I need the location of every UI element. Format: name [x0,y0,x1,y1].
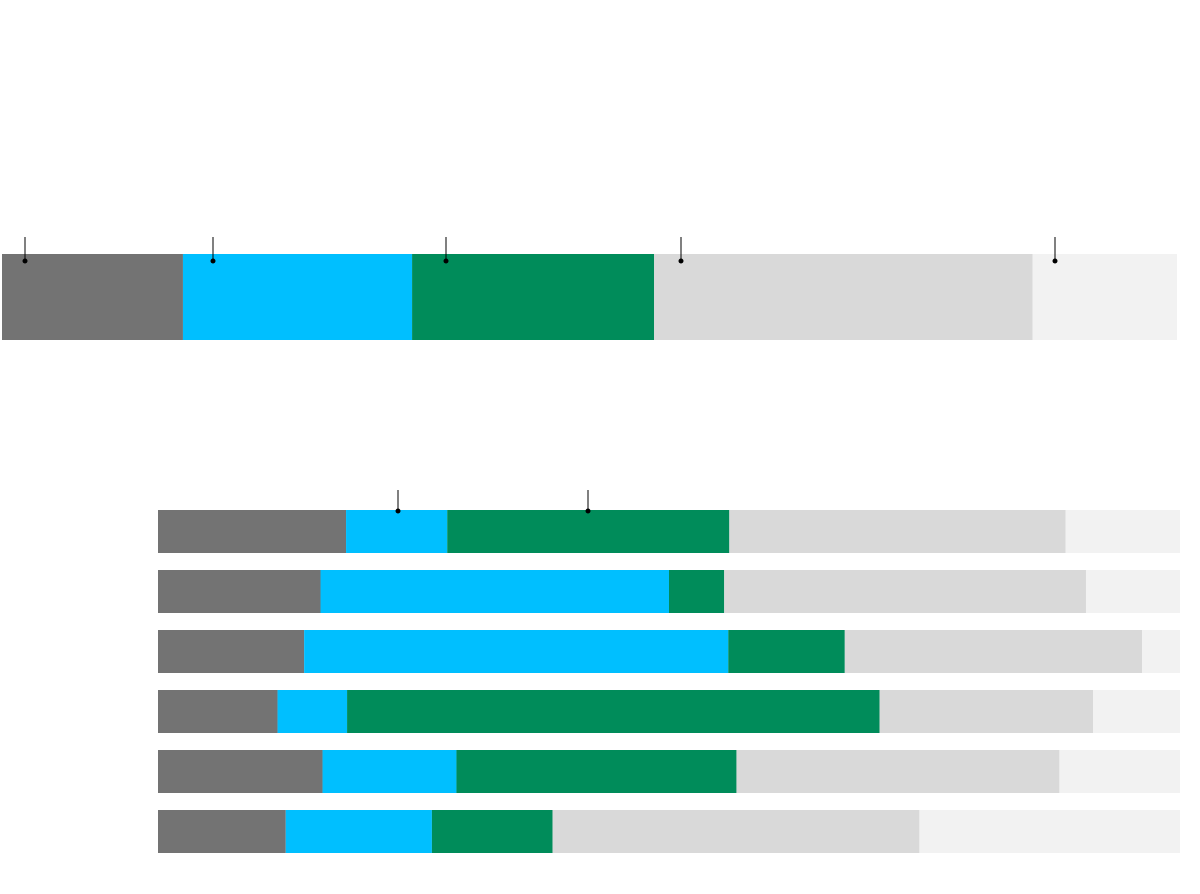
bar-segment [552,810,920,853]
bar-segment [654,254,1033,340]
bar-segment [304,630,729,673]
bar-segment [844,630,1143,673]
bar-segment [1065,510,1180,553]
pointer-dot [1052,258,1058,264]
bar-segment [158,630,305,673]
bar-segment [1032,254,1177,340]
bar-segment [736,750,1060,793]
bar-segment [346,510,448,553]
bar-segment [182,254,413,340]
pointer-dot [443,258,449,264]
pointer-dot [22,258,28,264]
bar-segment [158,810,286,853]
bar-segment [447,510,730,553]
bar-segment [1085,570,1180,613]
bar-segment [919,810,1180,853]
bar-segment [322,750,457,793]
bar-segment [347,690,880,733]
pointer-dot [395,508,401,514]
pointer-dot [678,258,684,264]
bar-segment [456,750,737,793]
bar-segment [1059,750,1180,793]
bar-segment [729,510,1066,553]
pointer-dot [210,258,216,264]
bar-segment [879,690,1094,733]
bar-segment [412,254,655,340]
bar-segment [158,750,323,793]
bar-segment [158,570,321,613]
bar-segment [320,570,669,613]
pointer-dot [585,508,591,514]
bar-segment [1142,630,1180,673]
bar-segment [431,810,553,853]
bar-segment [728,630,845,673]
bar-segment [158,690,278,733]
bar-segment [158,510,347,553]
bar-segment [724,570,1086,613]
bar-segment [285,810,432,853]
bar-segment [277,690,348,733]
bar-segment [669,570,725,613]
bar-segment [2,254,183,340]
bar-segment [1093,690,1180,733]
annotation-pointers [22,237,1058,514]
